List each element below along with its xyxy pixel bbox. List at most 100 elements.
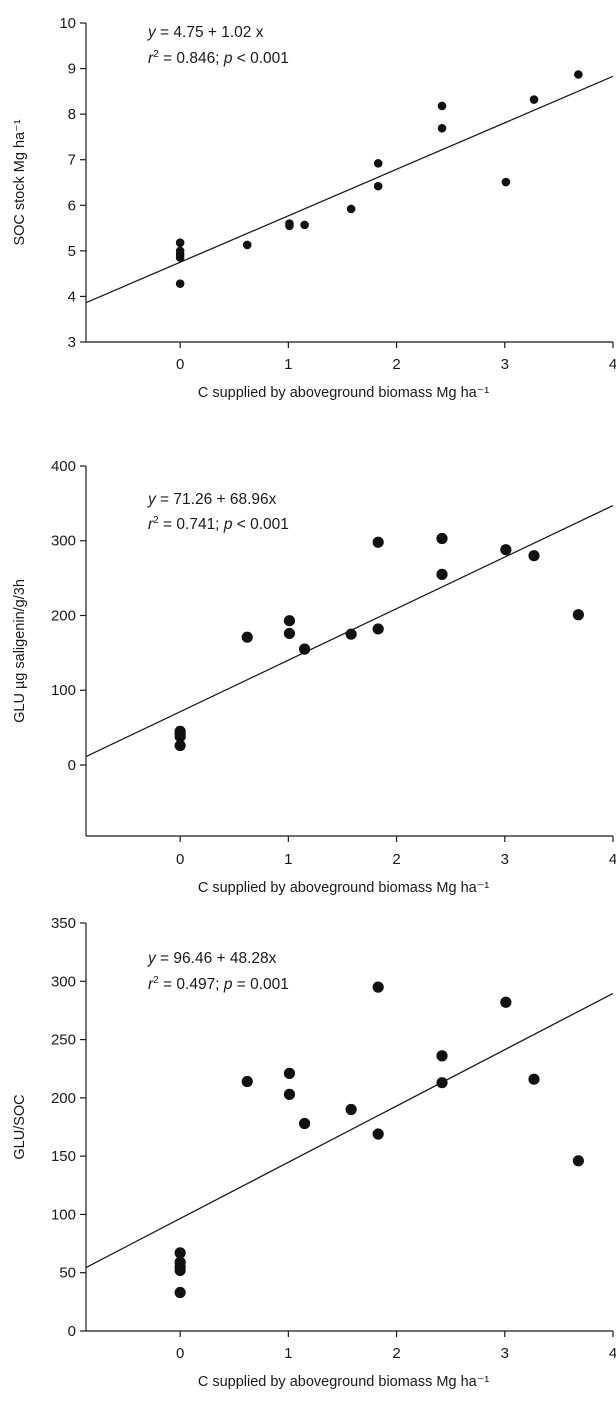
x-tick-label: 4 [609,1345,616,1362]
data-point [174,730,186,743]
y-tick-label: 400 [51,458,76,475]
x-tick-label: 3 [501,1345,509,1362]
data-point [174,739,186,752]
x-tick-label: 1 [284,851,292,868]
data-point [373,159,383,168]
regression-equation: y = 96.46 + 48.28x [147,950,277,967]
x-tick-label: 2 [392,851,400,868]
data-point [174,1286,186,1299]
data-point [574,70,583,79]
x-tick-label: 0 [176,851,184,868]
data-point [174,1247,186,1259]
data-point [300,220,309,230]
x-tick-label: 0 [176,356,184,373]
data-point [175,238,185,247]
data-point [345,1103,357,1116]
y-axis-label: GLU µg saligenin/g/3h [12,579,28,723]
y-tick-label: 200 [51,607,76,624]
y-tick-label: 4 [68,288,76,305]
axes [80,465,614,842]
data-point [372,623,384,635]
regression-equation: y = 4.75 + 1.02 x [147,24,264,41]
x-tick-label: 0 [176,1345,184,1362]
axes [80,22,614,348]
data-point [373,181,383,191]
data-point [501,177,511,187]
data-point [175,279,185,288]
axes [80,922,614,1337]
data-point [572,609,584,621]
x-tick-label: 2 [392,1345,400,1362]
y-tick-label: 300 [51,973,76,990]
x-tick-label: 1 [284,1345,292,1362]
data-point [436,568,448,580]
data-point [437,123,447,133]
x-tick-label: 3 [501,851,509,868]
y-tick-label: 100 [51,682,76,699]
data-point [298,643,311,655]
data-point [500,544,512,556]
y-axis-label: GLU/SOC [12,1094,28,1159]
data-point [283,1067,296,1079]
data-point [528,550,540,562]
data-point [242,240,252,250]
y-tick-label: 5 [68,243,76,260]
y-tick-label: 6 [68,197,76,214]
data-point [283,615,296,627]
y-tick-label: 9 [68,61,76,78]
x-axis-label: C supplied by aboveground biomass Mg ha⁻… [198,880,490,896]
data-point [572,1155,584,1167]
y-tick-label: 10 [59,15,76,32]
y-tick-label: 100 [51,1206,76,1223]
regression-stats: r2 = 0.497; p = 0.001 [148,975,289,993]
y-axis-label: SOC stock Mg ha⁻¹ [12,119,28,245]
regression-line [85,75,614,304]
data-point [437,101,447,111]
data-point [436,1050,448,1062]
chart-panel-2: 0 100 200 300 400 0 1 2 3 4 C supplied by abovegro… [12,458,616,896]
y-tick-label: 3 [68,334,76,351]
data-point [372,536,384,548]
data-point [283,627,296,640]
y-tick-label: 0 [68,757,76,774]
regression-stats: r2 = 0.846; p < 0.001 [148,49,289,67]
x-tick-label: 2 [392,356,400,373]
data-point [372,981,384,993]
y-tick-label: 8 [68,106,76,123]
y-tick-label: 0 [68,1323,76,1340]
y-tick-label: 50 [59,1265,76,1282]
chart-panel-1: 3 4 5 6 7 8 9 10 0 1 2 3 4 C supplied by aboveground … [12,15,616,401]
data-point [372,1128,384,1140]
x-axis-label: C supplied by aboveground biomass Mg ha⁻… [198,385,490,401]
data-point [298,1117,311,1130]
x-axis-label: C supplied by aboveground biomass Mg ha⁻… [198,1374,490,1390]
data-point [346,204,356,214]
regression-line [85,992,614,1269]
data-point [283,1088,296,1100]
data-point [175,253,185,262]
data-point [345,628,357,640]
data-point [528,1073,540,1085]
x-tick-label: 4 [609,356,616,373]
data-point [285,221,294,231]
y-tick-label: 250 [51,1032,76,1049]
data-point [436,1077,448,1089]
y-tick-label: 7 [68,152,76,169]
y-tick-label: 200 [51,1090,76,1107]
y-tick-label: 300 [51,533,76,550]
x-tick-label: 4 [609,851,616,868]
data-point [529,95,539,104]
y-tick-label: 350 [51,915,76,932]
x-tick-label: 3 [501,356,509,373]
data-point [174,1264,186,1276]
x-tick-label: 1 [284,356,292,373]
data-point [241,631,253,643]
data-point [436,532,448,545]
regression-stats: r2 = 0.741; p < 0.001 [148,515,289,533]
y-tick-label: 150 [51,1148,76,1165]
chart-panel-3: 0 50 100 150 200 250 300 350 0 1 2 3 4 C supplied by … [12,915,616,1390]
data-point [500,996,512,1008]
regression-equation: y = 71.26 + 68.96x [147,491,277,508]
data-point [241,1075,253,1088]
